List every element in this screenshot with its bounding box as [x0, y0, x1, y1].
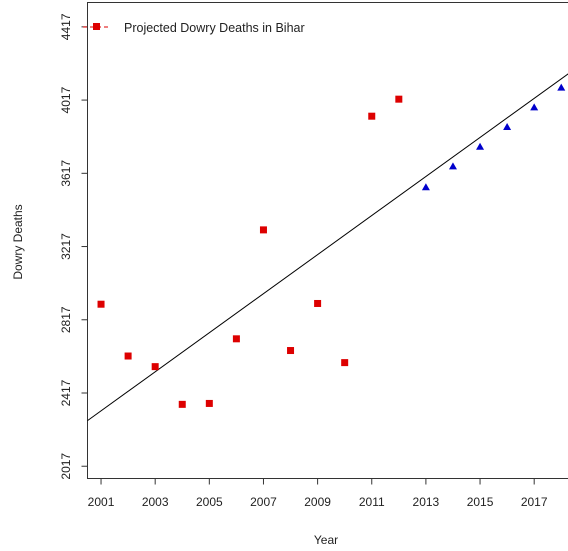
- x-axis-title: Year: [314, 533, 338, 547]
- data-point-triangle: [503, 122, 512, 130]
- x-tick-label: 2017: [521, 495, 548, 509]
- x-tick-label: 2009: [304, 495, 331, 509]
- x-tick-label: 2005: [196, 495, 223, 509]
- y-tick-label: 2417: [59, 379, 73, 406]
- data-point-square: [341, 359, 349, 367]
- x-tick-label: 2007: [250, 495, 277, 509]
- x-tick-label: 2001: [88, 495, 115, 509]
- data-point-triangle: [530, 103, 539, 111]
- data-point-triangle: [476, 142, 485, 150]
- data-point-square: [259, 226, 267, 234]
- y-axis-title: Dowry Deaths: [11, 204, 25, 279]
- y-axis: 2017 2417 2817 3217 3617 4017 4417: [59, 13, 88, 480]
- data-point-square: [205, 399, 213, 407]
- data-point-triangle: [448, 162, 457, 170]
- data-point-square: [314, 299, 322, 307]
- y-tick-label: 3217: [59, 233, 73, 260]
- data-points: [97, 83, 566, 408]
- y-tick-label: 2817: [59, 306, 73, 333]
- data-point-square: [287, 347, 295, 355]
- data-point-square: [124, 352, 132, 360]
- x-axis: 2001 2003 2005 2007 2009 2011 2013 2015 2017: [88, 478, 548, 509]
- y-tick-label: 4017: [59, 86, 73, 113]
- y-tick-label: 2017: [59, 453, 73, 480]
- data-point-square: [151, 363, 159, 371]
- data-point-triangle: [421, 183, 430, 191]
- legend-label: Projected Dowry Deaths in Bihar: [124, 21, 305, 35]
- x-tick-label: 2013: [413, 495, 440, 509]
- data-point-square: [178, 400, 186, 408]
- x-tick-label: 2015: [467, 495, 494, 509]
- x-tick-label: 2003: [142, 495, 169, 509]
- y-tick-label: 3617: [59, 160, 73, 187]
- legend: Projected Dowry Deaths in Bihar: [83, 21, 305, 35]
- data-point-triangle: [557, 83, 566, 91]
- data-point-square: [97, 300, 105, 308]
- data-point-square: [232, 335, 240, 343]
- x-tick-label: 2011: [359, 495, 385, 509]
- trend-line-group: [87, 73, 568, 422]
- data-point-square: [368, 112, 376, 120]
- data-point-square: [395, 95, 403, 103]
- trend-line: [87, 73, 568, 422]
- plot-area-frame: [87, 2, 568, 479]
- legend-square-marker: [93, 23, 100, 30]
- y-tick-label: 4417: [59, 13, 73, 40]
